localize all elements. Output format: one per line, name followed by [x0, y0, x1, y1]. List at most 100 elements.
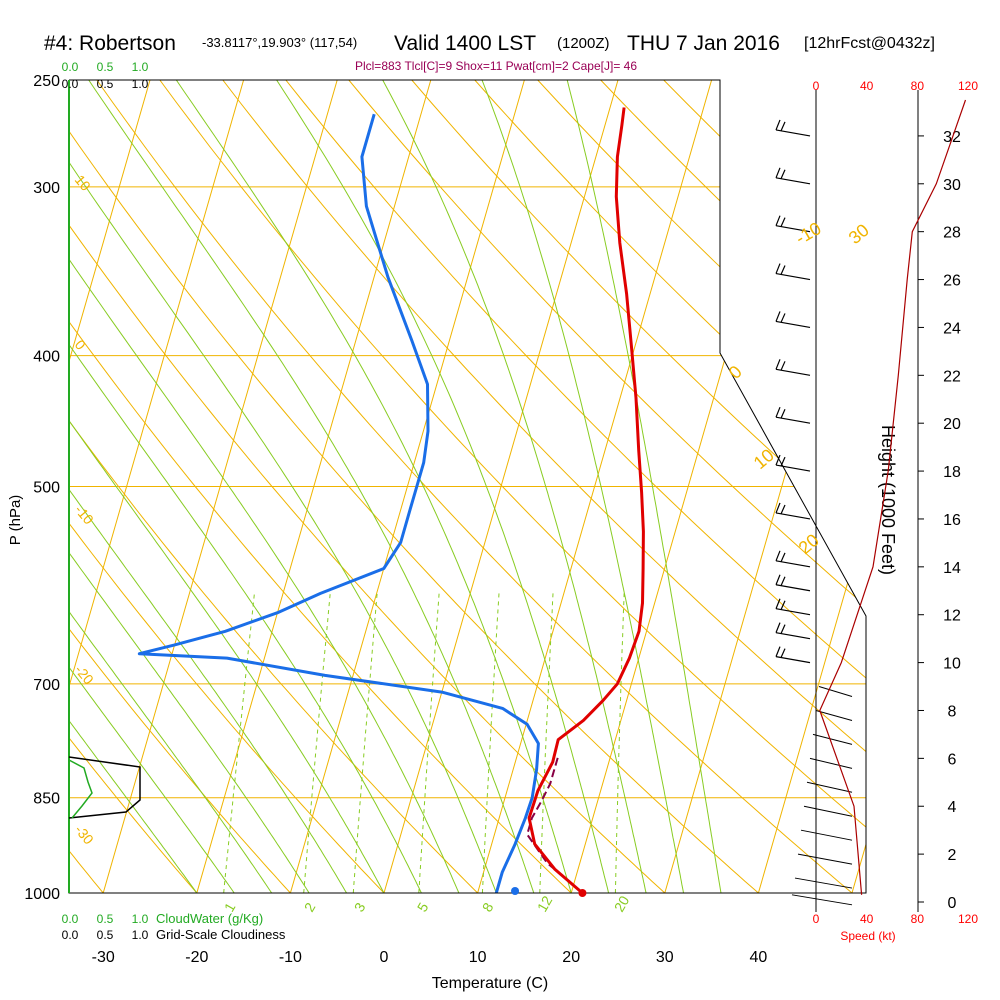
sounding-curves [137, 107, 645, 893]
moist-adiabat [481, 80, 684, 893]
moist-adiabat [88, 80, 535, 893]
mixing-ratio-line [418, 593, 440, 893]
dry-adiabat [0, 80, 10, 893]
mixing-ratio-line [303, 593, 331, 893]
height-tick-label: 16 [943, 512, 961, 529]
temperature-tick-label: 10 [469, 949, 487, 966]
cloudiness-tick-top: 1.0 [132, 77, 149, 91]
mixing-ratio-line [223, 593, 255, 893]
wind-barb [794, 877, 853, 889]
height-tick-label: 0 [948, 895, 957, 912]
indices-line: Plcl=883 Tlcl[C]=9 Shox=11 Pwat[cm]=2 Ca… [355, 59, 637, 73]
height-tick-label: 2 [948, 847, 957, 864]
moist-adiabat [276, 80, 610, 893]
dry-adiabat [69, 80, 478, 893]
cloudiness-tick-bottom: 1.0 [132, 928, 149, 942]
height-tick-label: 8 [948, 703, 957, 720]
dry-adiabat [852, 80, 866, 893]
dry-adiabat [69, 80, 759, 893]
isotherm [196, 80, 432, 893]
height-axis-title: Height (1000 Feet) [878, 425, 898, 575]
cloudwater-tick-bottom: 0.5 [97, 912, 114, 926]
temperature-tick-label: 30 [656, 949, 674, 966]
wind-barb [803, 805, 853, 817]
height-tick-label: 20 [943, 416, 961, 433]
speed-tick-top: 120 [958, 79, 978, 93]
valid-title: Valid 1400 LST [394, 32, 536, 55]
pressure-tick-label: 500 [33, 480, 60, 497]
wind-barb [775, 574, 811, 592]
speed-tick-top: 40 [860, 79, 874, 93]
grid-layer [0, 80, 866, 893]
pressure-tick-label: 400 [33, 349, 60, 366]
dry-adiabat [96, 80, 853, 893]
wind-barb [775, 215, 811, 233]
dry-adiabat [69, 80, 291, 893]
wind-barb [809, 757, 853, 769]
dry-adiabat [69, 80, 198, 893]
cloudwater-tick-top: 1.0 [132, 60, 149, 74]
moist-adiabat [69, 176, 235, 893]
dry-adiabat [69, 80, 572, 893]
mixing-ratio-label: 20 [611, 893, 633, 915]
temperature-tick-label: 20 [562, 949, 580, 966]
speed-tick-bottom: 0 [813, 912, 820, 926]
moist-adiabat [69, 80, 497, 893]
dry-adiabat [348, 80, 866, 893]
isotherm [69, 80, 245, 893]
height-tick-label: 22 [943, 368, 961, 385]
temperature-tick-label: -20 [185, 949, 208, 966]
wind-barb [775, 598, 811, 616]
pressure-tick-label: 250 [33, 73, 60, 90]
parcel-curve [526, 754, 584, 893]
cloudiness-tick-bottom: 0.0 [62, 928, 79, 942]
cloudiness-tick-top: 0.5 [97, 77, 114, 91]
mixing-ratio-label: 12 [534, 893, 556, 915]
moist-adiabat [69, 80, 385, 893]
isotherm-label: 20 [795, 530, 823, 558]
wind-barb [775, 167, 811, 185]
wind-barb [775, 263, 811, 281]
moist-adiabat [69, 91, 310, 893]
isotherm [757, 80, 866, 893]
dry-adiabat-label: -30 [72, 822, 97, 848]
wind-barb [775, 406, 811, 424]
dry-adiabat-label: 10 [72, 172, 94, 194]
wind-barb [806, 781, 853, 793]
height-tick-label: 26 [943, 273, 961, 290]
dry-adiabat [411, 80, 866, 893]
height-tick-label: 4 [948, 799, 957, 816]
height-tick-label: 12 [943, 608, 961, 625]
cloudiness-label: Grid-Scale Cloudiness [156, 927, 286, 942]
station-title: #4: Robertson [44, 32, 176, 55]
mixing-ratio-line [614, 593, 625, 893]
pressure-tick-label: 1000 [24, 886, 60, 903]
wind-barb [775, 502, 811, 520]
wind-barb [815, 709, 853, 721]
zulu-label: (1200Z) [557, 35, 610, 52]
cloudwater-label: CloudWater (g/Kg) [156, 911, 263, 926]
coords-label: -33.8117°,19.903° (117,54) [202, 35, 357, 50]
cloudwater-tick-top: 0.5 [97, 60, 114, 74]
isotherm-label: -10 [792, 218, 825, 248]
height-tick-label: 14 [943, 560, 961, 577]
pressure-tick-label: 700 [33, 677, 60, 694]
x-axis-title: Temperature (C) [432, 975, 548, 992]
wind-barb [800, 829, 853, 841]
wind-barb [775, 622, 811, 640]
wind-barb [775, 311, 811, 329]
temperature-tick-label: -10 [279, 949, 302, 966]
isotherm [289, 80, 525, 893]
y-axis-title: P (hPa) [7, 495, 24, 546]
surface-temperature-dot [578, 889, 587, 897]
pressure-tick-label: 850 [33, 791, 60, 808]
isotherm [851, 80, 866, 893]
height-tick-label: 24 [943, 320, 961, 337]
speed-tick-bottom: 80 [911, 912, 925, 926]
moist-adiabat [69, 215, 198, 893]
mixing-ratio-label: 5 [414, 900, 432, 915]
wind-barb [775, 119, 811, 137]
height-tick-label: 10 [943, 656, 961, 673]
